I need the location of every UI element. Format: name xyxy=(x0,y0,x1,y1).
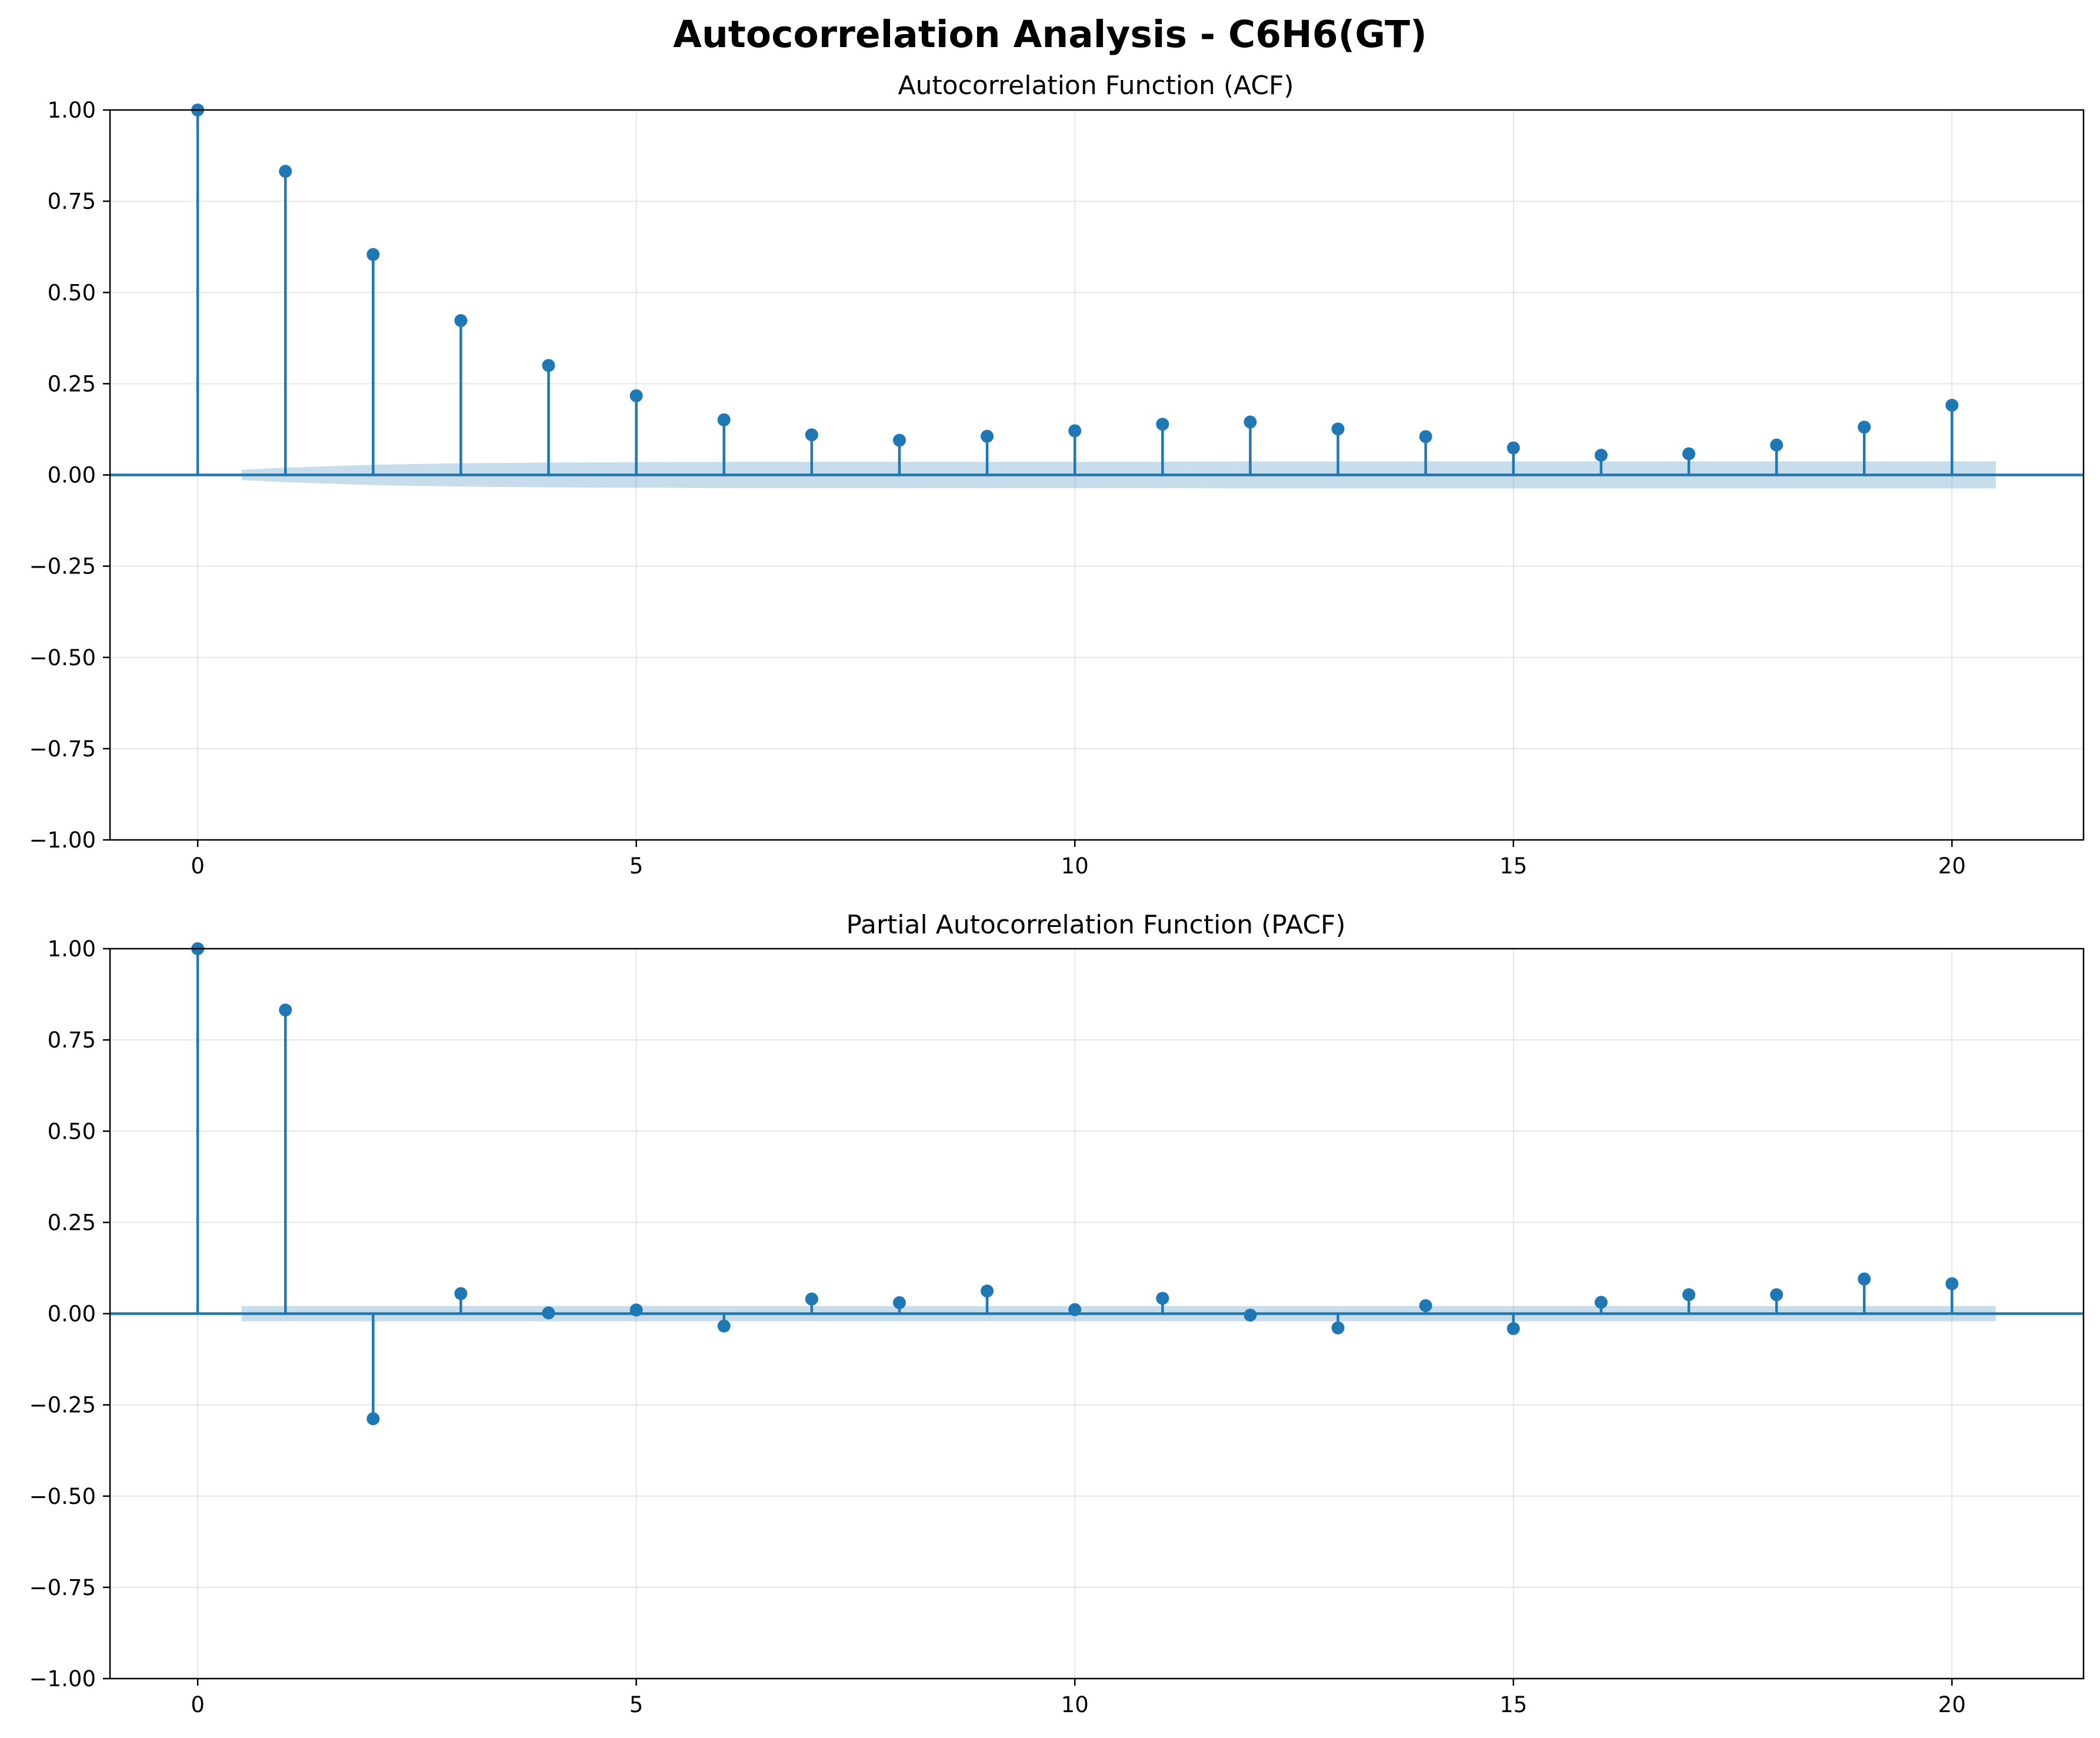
acf-ytick-label: 0.50 xyxy=(48,280,96,305)
pacf-ytick-label: 0.00 xyxy=(48,1302,96,1327)
acf-point xyxy=(1156,418,1169,431)
acf-point xyxy=(717,413,731,426)
pacf-point xyxy=(1331,1321,1345,1335)
pacf-ytick-label: 0.25 xyxy=(48,1210,96,1235)
acf-panel: Autocorrelation Function (ACF) 0 5 10 15 20 1… xyxy=(29,71,2085,879)
pacf-xtick-label: 15 xyxy=(1499,1692,1527,1717)
acf-xtick-label: 0 xyxy=(191,853,205,879)
pacf-point xyxy=(1945,1277,1959,1290)
acf-point xyxy=(1682,447,1695,461)
acf-point xyxy=(1419,430,1432,443)
pacf-point xyxy=(542,1306,555,1320)
pacf-point xyxy=(893,1296,906,1309)
acf-ytick-label: −0.75 xyxy=(29,736,96,762)
pacf-point xyxy=(1506,1322,1520,1335)
acf-point xyxy=(366,248,380,261)
pacf-point xyxy=(981,1285,994,1298)
acf-point xyxy=(629,389,643,402)
acf-point xyxy=(542,359,555,372)
acf-ytick-label: 1.00 xyxy=(48,98,96,123)
acf-point xyxy=(1594,448,1608,462)
pacf-ytick-label: −0.75 xyxy=(29,1575,96,1600)
pacf-point xyxy=(1594,1296,1608,1309)
pacf-point xyxy=(279,1003,292,1017)
acf-ytick-label: 0.00 xyxy=(48,463,96,488)
acf-point xyxy=(981,429,994,443)
acf-ytick-label: 0.75 xyxy=(48,189,96,214)
pacf-xtick-label: 10 xyxy=(1061,1692,1089,1717)
acf-title: Autocorrelation Function (ACF) xyxy=(898,71,1294,101)
acf-point xyxy=(1244,415,1257,429)
acf-point xyxy=(1506,441,1520,455)
acf-point xyxy=(1770,438,1784,452)
pacf-point xyxy=(717,1319,731,1333)
figure-title: Autocorrelation Analysis - C6H6(GT) xyxy=(673,13,1427,56)
pacf-ytick-label: 0.50 xyxy=(48,1119,96,1144)
acf-xtick-label: 20 xyxy=(1938,853,1966,879)
pacf-ytick-label: −0.50 xyxy=(29,1484,96,1509)
pacf-point xyxy=(1156,1292,1169,1305)
acf-xtick-label: 10 xyxy=(1061,853,1089,879)
acf-ytick-label: −1.00 xyxy=(29,828,96,853)
pacf-xtick-label: 0 xyxy=(191,1692,205,1717)
pacf-ytick-label: 1.00 xyxy=(48,936,96,962)
acf-point xyxy=(279,165,292,178)
pacf-xtick-label: 20 xyxy=(1938,1692,1966,1717)
acf-xtick-label: 5 xyxy=(629,853,644,879)
acf-ytick-label: 0.25 xyxy=(48,371,96,396)
pacf-panel: Partial Autocorrelation Function (PACF) … xyxy=(29,910,2085,1717)
pacf-point xyxy=(454,1287,468,1300)
pacf-point xyxy=(1682,1288,1695,1302)
acf-point xyxy=(1331,422,1345,436)
acf-ytick-label: −0.25 xyxy=(29,554,96,579)
pacf-xtick-label: 5 xyxy=(629,1692,644,1717)
pacf-title: Partial Autocorrelation Function (PACF) xyxy=(846,910,1345,940)
pacf-point xyxy=(1068,1303,1082,1316)
acf-ytick-label: −0.50 xyxy=(29,645,96,670)
acf-point xyxy=(1858,421,1871,434)
pacf-ytick-label: −1.00 xyxy=(29,1666,96,1692)
pacf-point xyxy=(1419,1299,1432,1312)
pacf-ytick-label: −0.25 xyxy=(29,1393,96,1418)
pacf-point xyxy=(366,1412,380,1426)
acf-point xyxy=(805,428,818,442)
acf-point xyxy=(893,433,906,447)
pacf-point xyxy=(1770,1288,1784,1302)
pacf-point xyxy=(805,1292,818,1306)
pacf-ytick-label: 0.75 xyxy=(48,1028,96,1053)
acf-point xyxy=(1068,424,1082,438)
acf-point xyxy=(454,314,468,328)
pacf-point xyxy=(629,1303,643,1317)
acf-xtick-label: 15 xyxy=(1499,853,1527,879)
pacf-point xyxy=(1858,1272,1871,1286)
pacf-point xyxy=(1244,1308,1257,1322)
acf-point xyxy=(1945,398,1959,412)
